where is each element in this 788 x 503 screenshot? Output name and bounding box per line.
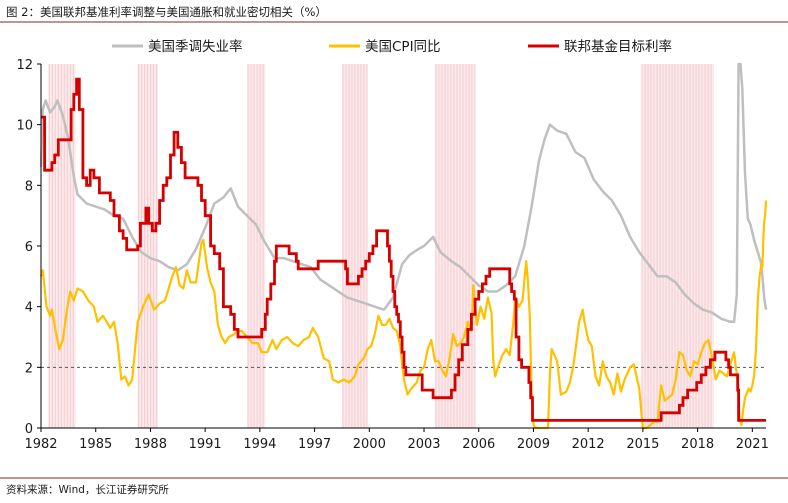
figure-title: 图 2：美国联邦基准利率调整与美国通胀和就业密切相关（%） <box>6 5 327 19</box>
x-tick-label-5: 1997 <box>298 437 331 452</box>
x-tick-label-8: 2006 <box>462 437 495 452</box>
fedfunds-line <box>41 77 766 422</box>
y-tick-label-1: 2 <box>25 361 33 376</box>
x-tick-label-11: 2015 <box>626 437 659 452</box>
x-tick-label-2: 1988 <box>134 437 167 452</box>
legend: 美国季调失业率 美国CPI同比 联邦基金目标利率 <box>112 38 672 55</box>
unemployment-line <box>39 62 768 324</box>
x-tick-label-0: 1982 <box>24 437 57 452</box>
legend-label-fedfunds: 联邦基金目标利率 <box>564 38 672 55</box>
y-ticks: 0 2 4 6 8 10 12 <box>16 58 41 437</box>
y-tick-label-5: 10 <box>16 119 33 134</box>
legend-label-unemployment: 美国季调失业率 <box>148 38 243 55</box>
x-ticks: 1982 1985 1988 1991 1994 1997 2000 2003 2006 2009… <box>24 428 769 452</box>
shaded-period-4 <box>434 64 476 428</box>
x-tick-label-12: 2018 <box>681 437 714 452</box>
x-tick-label-1: 1985 <box>79 437 112 452</box>
shaded-periods <box>48 64 715 428</box>
x-tick-label-13: 2021 <box>736 437 769 452</box>
y-tick-label-4: 8 <box>25 179 33 194</box>
y-tick-label-3: 6 <box>25 240 33 255</box>
x-tick-label-10: 2012 <box>572 437 605 452</box>
x-tick-label-3: 1991 <box>189 437 222 452</box>
cpi-line <box>39 200 768 430</box>
x-tick-label-7: 2003 <box>407 437 440 452</box>
x-tick-label-6: 2000 <box>353 437 386 452</box>
y-tick-label-6: 12 <box>16 58 33 73</box>
series-lines <box>39 62 768 430</box>
x-tick-label-4: 1994 <box>243 437 276 452</box>
y-tick-label-2: 4 <box>25 301 33 316</box>
y-tick-label-0: 0 <box>25 422 33 437</box>
shaded-period-2 <box>247 64 266 428</box>
figure-source: 资料来源：Wind，长江证券研究所 <box>6 483 169 496</box>
legend-label-cpi: 美国CPI同比 <box>365 39 441 55</box>
x-tick-label-9: 2009 <box>517 437 550 452</box>
